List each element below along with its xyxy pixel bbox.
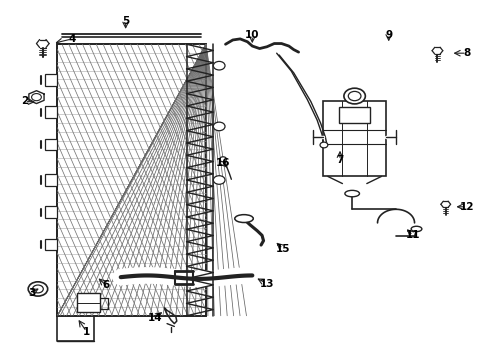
Text: 14: 14 [147,312,162,323]
Bar [45,174,57,186]
Text: 1: 1 [83,327,90,337]
Circle shape [32,285,43,293]
Text: 15: 15 [276,244,290,253]
Circle shape [213,122,225,131]
Text: 6: 6 [102,280,110,291]
Circle shape [344,88,366,104]
Bar [45,107,57,118]
Text: 12: 12 [460,202,474,212]
Bar [339,107,370,123]
Text: 5: 5 [122,16,129,26]
Bar [45,74,57,86]
Circle shape [320,142,328,148]
Circle shape [213,176,225,184]
Bar [45,139,57,150]
Text: 16: 16 [216,158,230,168]
Text: 13: 13 [260,279,274,289]
Circle shape [31,94,41,101]
Bar [45,206,57,218]
Bar [45,239,57,250]
Text: 7: 7 [336,156,343,165]
Bar [77,293,100,312]
Text: 2: 2 [21,96,28,107]
Text: 8: 8 [463,48,470,58]
Ellipse shape [345,190,360,197]
Bar [323,102,386,176]
Text: 9: 9 [385,30,392,40]
Ellipse shape [411,226,422,231]
Text: 4: 4 [68,34,76,44]
Bar [57,44,206,316]
Text: 10: 10 [245,30,260,40]
Text: 3: 3 [28,288,35,297]
Text: 11: 11 [406,230,420,240]
Circle shape [348,91,361,101]
Circle shape [28,282,48,296]
Circle shape [213,62,225,70]
Ellipse shape [235,215,253,222]
Circle shape [220,157,226,162]
